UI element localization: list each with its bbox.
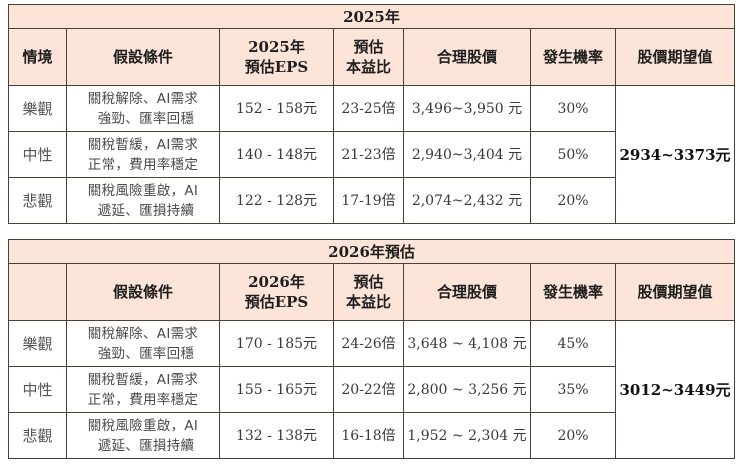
header-eps: 2026年 預估EPS <box>219 263 334 321</box>
assumption-line1: 關稅風險重啟，AI <box>87 417 199 434</box>
header-assumption: 假設條件 <box>66 28 220 86</box>
table-row: 樂觀 關稅解除、AI需求 強勁、匯率回穩 170 - 185元 24-26倍 3… <box>8 320 736 459</box>
assumption-line1: 關稅暫緩，AI需求 <box>87 371 199 388</box>
header-expected-value: 股價期望值 <box>615 28 735 86</box>
assumption-cell: 關稅解除、AI需求 強勁、匯率回穩 <box>66 320 220 367</box>
header-pe-line2: 本益比 <box>345 58 391 76</box>
valuation-table-2026: 2026年預估 假設條件 2026年 預估EPS 預估 本益比 合理股價 發生機… <box>7 239 736 459</box>
assumption-cell: 關稅解除、AI需求 強勁、匯率回穩 <box>66 85 220 132</box>
probability-cell: 30% <box>530 85 616 132</box>
header-fair-price: 合理股價 <box>403 263 531 321</box>
header-fair-price: 合理股價 <box>403 28 531 86</box>
header-probability: 發生機率 <box>530 263 616 321</box>
header-eps-line1: 2025年 <box>248 38 305 56</box>
table-row: 中性 關稅暫緩，AI需求 正常，費用率穩定 155 - 165元 20-22倍 … <box>8 366 735 413</box>
probability-cell: 45% <box>530 320 616 367</box>
fair-price-cell: 2,940~3,404 元 <box>403 131 531 178</box>
table-row: 悲觀 關稅風險重啟，AI 遞延、匯損持續 122 - 128元 17-19倍 2… <box>8 177 735 224</box>
eps-cell: 122 - 128元 <box>219 177 334 224</box>
header-eps-line2: 預估EPS <box>244 58 309 76</box>
probability-cell: 20% <box>530 177 616 224</box>
pe-cell: 20-22倍 <box>333 366 404 413</box>
expected-value-cell: 2934~3373元 <box>615 85 735 224</box>
header-pe: 預估 本益比 <box>333 28 404 86</box>
fair-price-cell: 2,074~2,432 元 <box>403 177 531 224</box>
valuation-table-2025: 2025年 情境 假設條件 2025年 預估EPS 預估 本益比 合理股價 發生… <box>8 4 735 224</box>
eps-cell: 155 - 165元 <box>219 366 334 413</box>
pe-cell: 23-25倍 <box>333 85 404 132</box>
scenario-cell: 悲觀 <box>8 177 67 224</box>
table-row: 悲觀 關稅風險重啟，AI 遞延、匯損持續 132 - 138元 16-18倍 1… <box>8 412 735 459</box>
assumption-line2: 遞延、匯損持續 <box>97 437 195 454</box>
table-title: 2026年預估 <box>7 239 736 264</box>
pe-cell: 16-18倍 <box>333 412 404 459</box>
assumption-line1: 關稅風險重啟，AI <box>87 182 199 199</box>
assumption-line2: 強勁、匯率回穩 <box>97 110 195 127</box>
pe-cell: 21-23倍 <box>333 131 404 178</box>
header-probability: 發生機率 <box>530 28 616 86</box>
header-assumption: 假設條件 <box>66 263 220 321</box>
scenario-cell: 樂觀 <box>8 85 67 132</box>
assumption-line2: 正常，費用率穩定 <box>87 156 199 173</box>
eps-cell: 170 - 185元 <box>219 320 334 367</box>
assumption-cell: 關稅風險重啟，AI 遞延、匯損持續 <box>66 177 220 224</box>
header-pe-line2: 本益比 <box>345 293 391 311</box>
eps-cell: 152 - 158元 <box>219 85 334 132</box>
header-eps-line1: 2026年 <box>248 273 305 291</box>
scenario-cell: 樂觀 <box>8 320 67 367</box>
eps-cell: 140 - 148元 <box>219 131 334 178</box>
header-scenario <box>8 263 67 321</box>
header-expected-value: 股價期望值 <box>614 263 736 321</box>
fair-price-cell: 1,952 ~ 2,304 元 <box>403 412 531 459</box>
header-eps: 2025年 預估EPS <box>219 28 334 86</box>
table-title: 2025年 <box>8 4 735 29</box>
fair-price-cell: 2,800 ~ 3,256 元 <box>403 366 531 413</box>
expected-value-cell: 3012~3449元 <box>614 320 736 459</box>
probability-cell: 35% <box>530 366 616 413</box>
pe-cell: 17-19倍 <box>333 177 404 224</box>
assumption-line2: 遞延、匯損持續 <box>97 202 195 219</box>
header-eps-line2: 預估EPS <box>244 293 309 311</box>
probability-cell: 50% <box>530 131 616 178</box>
probability-cell: 20% <box>530 412 616 459</box>
scenario-cell: 悲觀 <box>8 412 67 459</box>
table-row: 中性 關稅暫緩，AI需求 正常，費用率穩定 140 - 148元 21-23倍 … <box>8 131 735 178</box>
eps-cell: 132 - 138元 <box>219 412 334 459</box>
table-header-row: 情境 假設條件 2025年 預估EPS 預估 本益比 合理股價 發生機率 股價期… <box>8 28 735 86</box>
pe-cell: 24-26倍 <box>333 320 404 367</box>
fair-price-cell: 3,648 ~ 4,108 元 <box>403 320 531 367</box>
assumption-line2: 正常，費用率穩定 <box>87 391 199 408</box>
table-header-row: 假設條件 2026年 預估EPS 預估 本益比 合理股價 發生機率 股價期望值 <box>8 263 736 321</box>
assumption-cell: 關稅風險重啟，AI 遞延、匯損持續 <box>66 412 220 459</box>
header-pe: 預估 本益比 <box>333 263 404 321</box>
scenario-cell: 中性 <box>8 366 67 413</box>
assumption-line2: 強勁、匯率回穩 <box>97 345 195 362</box>
fair-price-cell: 3,496~3,950 元 <box>403 85 531 132</box>
assumption-line1: 關稅暫緩，AI需求 <box>87 136 199 153</box>
header-scenario: 情境 <box>8 28 67 86</box>
assumption-line1: 關稅解除、AI需求 <box>87 325 199 342</box>
table-title-row: 2026年預估 <box>7 239 736 264</box>
table-row: 樂觀 關稅解除、AI需求 強勁、匯率回穩 152 - 158元 23-25倍 3… <box>8 85 735 224</box>
assumption-line1: 關稅解除、AI需求 <box>87 90 199 107</box>
scenario-cell: 中性 <box>8 131 67 178</box>
table-title-row: 2025年 <box>8 4 735 29</box>
header-pe-line1: 預估 <box>353 273 384 291</box>
assumption-cell: 關稅暫緩，AI需求 正常，費用率穩定 <box>66 366 220 413</box>
header-pe-line1: 預估 <box>353 38 384 56</box>
assumption-cell: 關稅暫緩，AI需求 正常，費用率穩定 <box>66 131 220 178</box>
